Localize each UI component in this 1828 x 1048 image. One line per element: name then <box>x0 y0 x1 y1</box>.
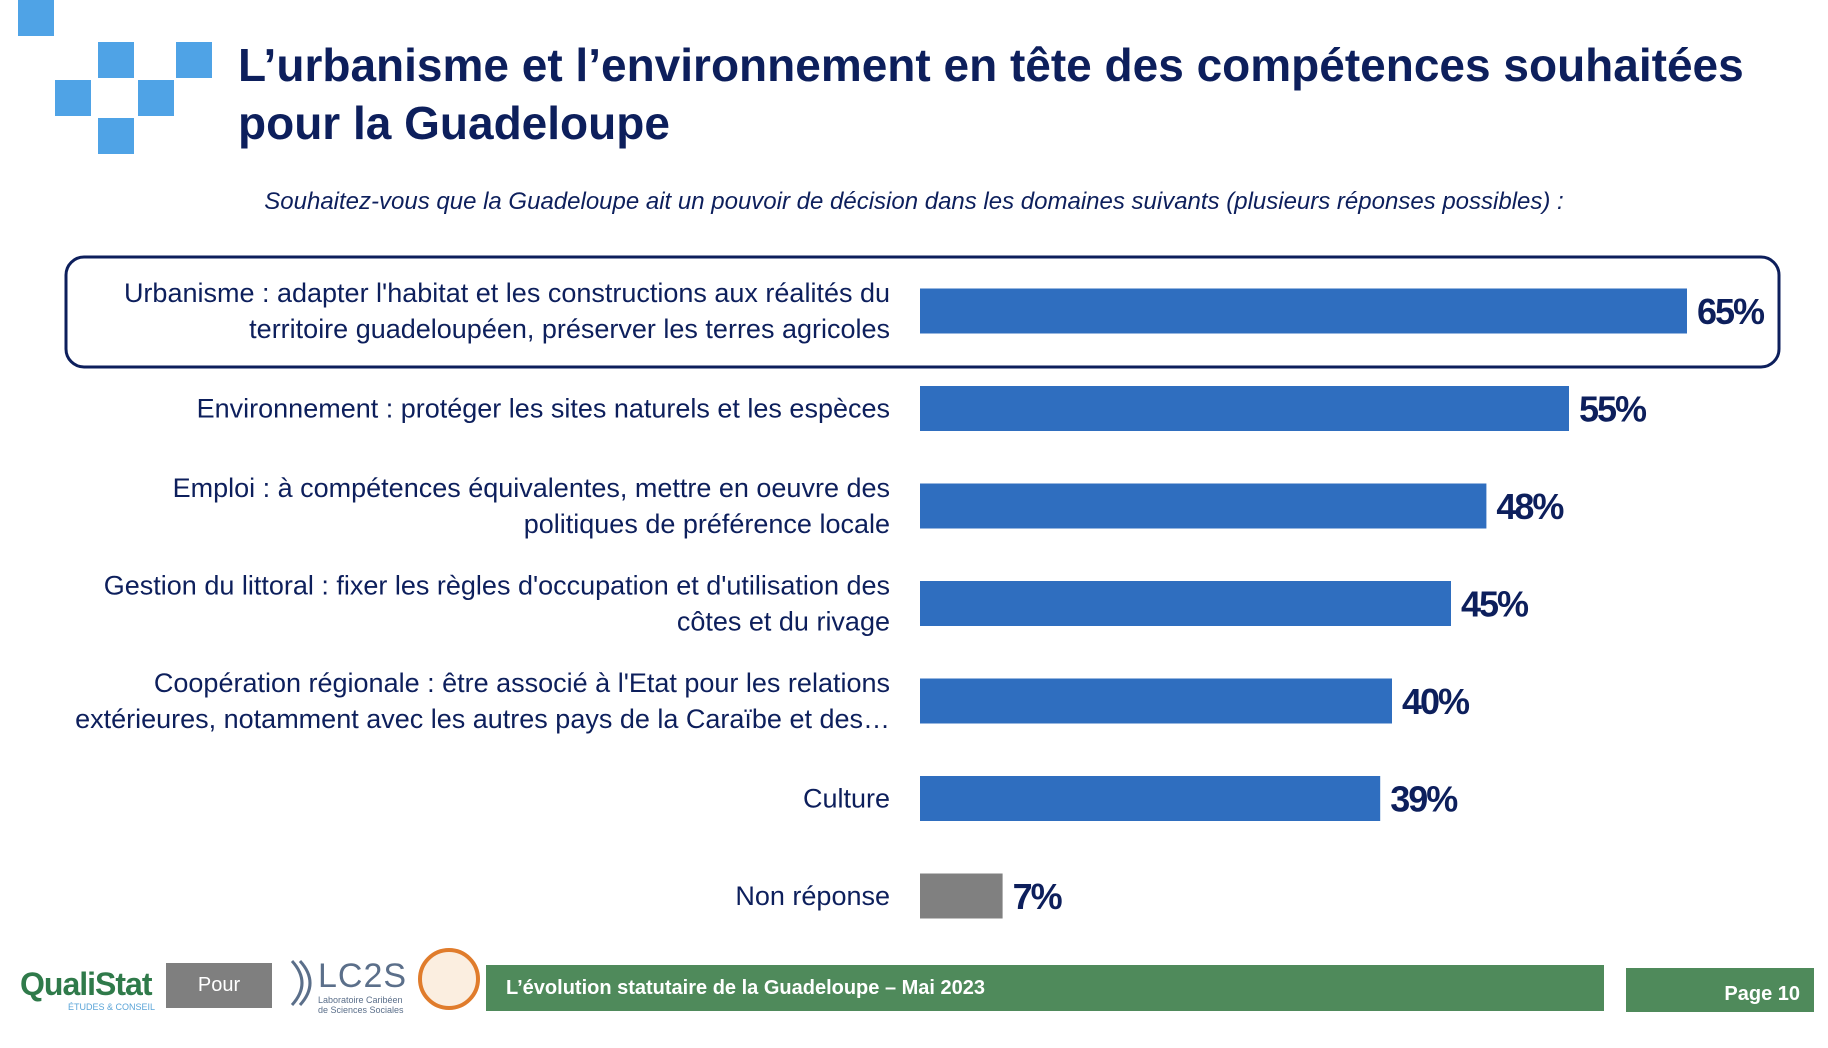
category-label-3-line-0: Gestion du littoral : fixer les règles d… <box>104 571 890 601</box>
qualistat-logo: QualiStat ÉTUDES & CONSEIL <box>20 966 156 1012</box>
bar-0 <box>920 288 1687 334</box>
survey-question: Souhaitez-vous que la Guadeloupe ait un … <box>264 188 1564 215</box>
value-label-1: 55% <box>1579 389 1647 430</box>
category-label-4: Coopération régionale : être associé à l… <box>75 668 890 734</box>
value-label-0: 65% <box>1697 291 1765 332</box>
highlight-frame <box>64 255 1781 369</box>
partner-seal-icon <box>418 948 480 1010</box>
bar-6 <box>920 873 1003 919</box>
category-label-5: Culture <box>803 784 890 814</box>
bar-5 <box>920 776 1381 821</box>
category-label-2: Emploi : à compétences équivalentes, met… <box>173 473 890 539</box>
bar-chart: 65% Urbanisme : adapter l'habitat et les … <box>64 255 1781 919</box>
category-label-0-line-0: Urbanisme : adapter l'habitat et les con… <box>124 278 890 308</box>
page-number: Page 10 <box>1626 968 1814 1012</box>
category-label-2-line-1: politiques de préférence locale <box>524 509 890 539</box>
page-title: L’urbanisme et l’environnement en tête d… <box>238 39 1744 149</box>
category-label-4-line-0: Coopération régionale : être associé à l… <box>154 668 890 698</box>
category-label-6-line-0: Non réponse <box>735 881 890 911</box>
category-label-0-line-1: territoire guadeloupéen, préserver les t… <box>249 314 890 344</box>
bar-3 <box>920 581 1451 626</box>
category-label-5-line-0: Culture <box>803 784 890 814</box>
category-label-3-line-1: côtes et du rivage <box>677 607 890 637</box>
lc2s-mark-icon <box>290 959 312 1007</box>
value-label-5: 39% <box>1390 779 1458 820</box>
category-label-0: Urbanisme : adapter l'habitat et les con… <box>124 278 890 344</box>
value-label-6: 7% <box>1013 876 1063 917</box>
bar-4 <box>920 678 1392 724</box>
category-label-3: Gestion du littoral : fixer les règles d… <box>104 571 890 637</box>
category-label-2-line-0: Emploi : à compétences équivalentes, met… <box>173 473 890 503</box>
pour-label: Pour <box>166 963 272 1008</box>
category-label-6: Non réponse <box>735 881 890 911</box>
category-label-1: Environnement : protéger les sites natur… <box>197 394 890 424</box>
value-label-3: 45% <box>1461 584 1529 625</box>
category-label-4-line-1: extérieures, notamment avec les autres p… <box>75 704 890 734</box>
footer-banner: L’évolution statutaire de la Guadeloupe … <box>486 965 1604 1011</box>
value-label-2: 48% <box>1496 486 1564 527</box>
bar-2 <box>920 483 1487 529</box>
lc2s-logo: LC2S Laboratoire Caribéen de Sciences So… <box>286 955 406 1015</box>
category-label-1-line-0: Environnement : protéger les sites natur… <box>197 394 890 424</box>
value-label-4: 40% <box>1402 681 1470 722</box>
bar-1 <box>920 386 1569 431</box>
